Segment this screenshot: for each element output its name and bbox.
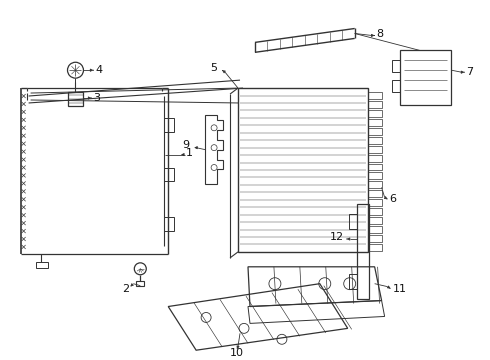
- Text: 11: 11: [392, 284, 407, 294]
- Text: 9: 9: [182, 140, 189, 150]
- Bar: [368, 146, 382, 153]
- Bar: [164, 167, 174, 181]
- Text: 2: 2: [122, 284, 129, 294]
- Bar: [36, 262, 48, 268]
- Bar: [368, 128, 382, 135]
- Bar: [368, 154, 382, 162]
- Text: 4: 4: [96, 65, 102, 75]
- Bar: [368, 217, 382, 224]
- Bar: [368, 190, 382, 197]
- Bar: [368, 92, 382, 99]
- Text: 5: 5: [210, 63, 217, 73]
- Bar: [238, 88, 368, 252]
- Bar: [368, 199, 382, 206]
- Bar: [368, 101, 382, 108]
- Bar: [368, 137, 382, 144]
- Bar: [368, 208, 382, 215]
- Bar: [368, 235, 382, 242]
- Bar: [164, 217, 174, 231]
- Bar: [349, 214, 357, 229]
- Bar: [392, 80, 399, 92]
- Bar: [68, 92, 83, 106]
- Text: 1: 1: [186, 148, 193, 158]
- Bar: [368, 110, 382, 117]
- Bar: [164, 118, 174, 132]
- Bar: [368, 181, 382, 188]
- Text: 10: 10: [230, 348, 244, 358]
- Bar: [368, 119, 382, 126]
- Bar: [136, 281, 144, 286]
- Bar: [392, 60, 399, 72]
- Bar: [349, 274, 357, 289]
- Text: 8: 8: [377, 30, 384, 40]
- Text: 7: 7: [466, 67, 473, 77]
- Text: 6: 6: [390, 194, 396, 204]
- Text: 12: 12: [330, 232, 344, 242]
- Bar: [368, 244, 382, 251]
- Bar: [357, 204, 368, 298]
- Bar: [368, 226, 382, 233]
- Bar: [368, 163, 382, 171]
- Bar: [368, 172, 382, 179]
- Bar: [399, 50, 451, 105]
- Text: 3: 3: [94, 93, 100, 103]
